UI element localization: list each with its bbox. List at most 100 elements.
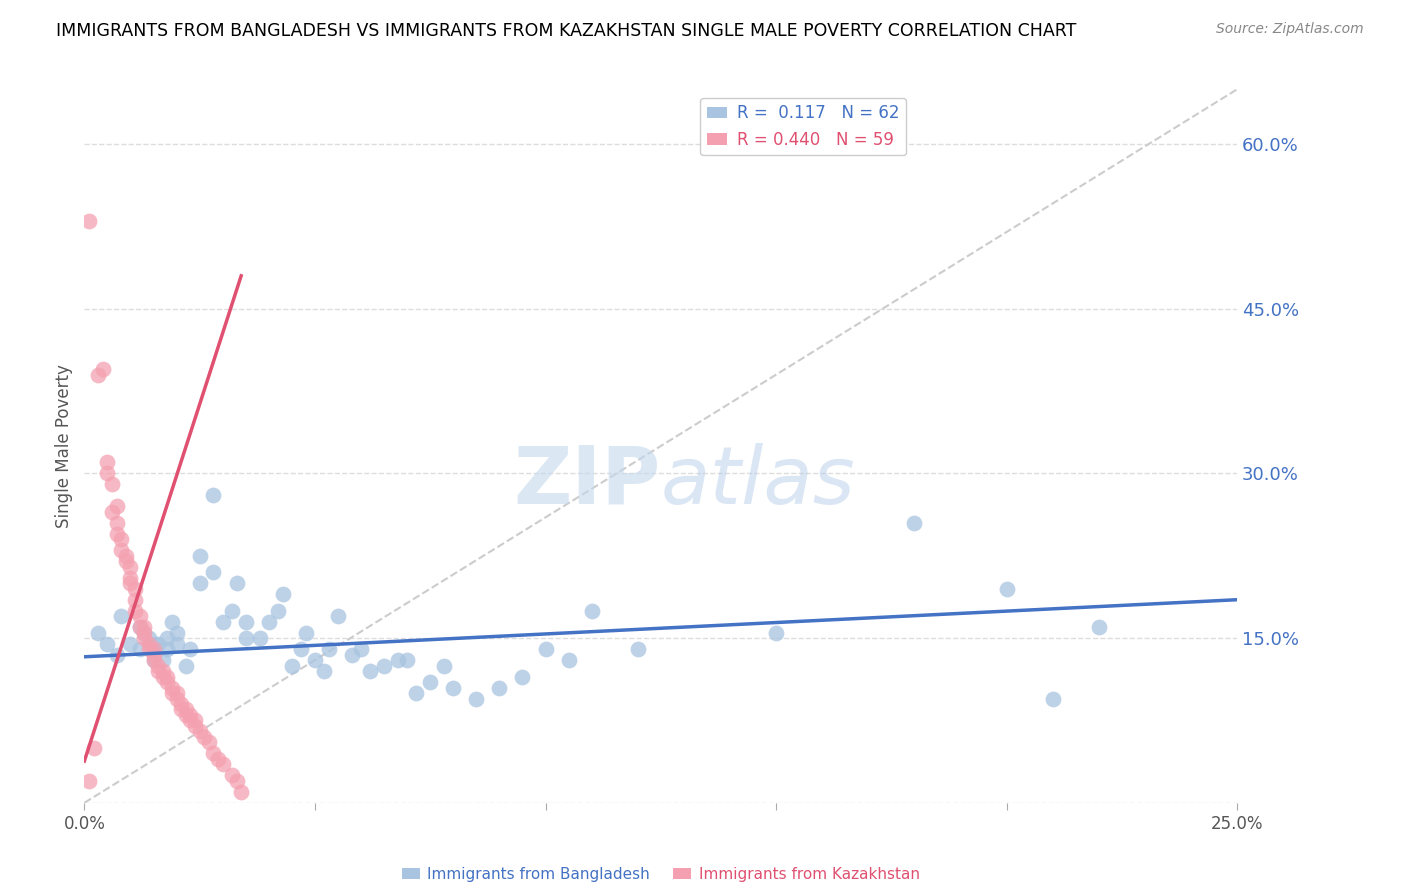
Point <box>174 708 197 723</box>
Point <box>110 543 132 558</box>
Point <box>174 702 197 716</box>
Point <box>138 642 160 657</box>
Point <box>134 625 156 640</box>
Point <box>156 631 179 645</box>
Point <box>179 708 201 723</box>
Point <box>87 368 110 382</box>
Point <box>903 516 925 530</box>
Point <box>340 648 363 662</box>
Point <box>290 642 312 657</box>
Point <box>120 559 142 574</box>
Point <box>318 642 340 657</box>
Point <box>512 669 534 683</box>
Point <box>96 455 118 469</box>
Point <box>160 615 183 629</box>
Point <box>294 625 316 640</box>
Point <box>465 691 488 706</box>
Point <box>198 735 221 749</box>
Text: IMMIGRANTS FROM BANGLADESH VS IMMIGRANTS FROM KAZAKHSTAN SINGLE MALE POVERTY COR: IMMIGRANTS FROM BANGLADESH VS IMMIGRANTS… <box>56 22 1077 40</box>
Point <box>115 554 138 568</box>
Point <box>488 681 510 695</box>
Point <box>188 576 211 591</box>
Point <box>138 631 160 645</box>
Point <box>249 631 271 645</box>
Point <box>146 637 169 651</box>
Point <box>124 582 146 596</box>
Point <box>179 714 201 728</box>
Point <box>138 637 160 651</box>
Point <box>188 549 211 563</box>
Point <box>87 625 110 640</box>
Point <box>235 631 257 645</box>
Point <box>105 516 128 530</box>
Point <box>396 653 419 667</box>
Point <box>202 488 225 502</box>
Point <box>77 773 100 788</box>
Point <box>534 642 557 657</box>
Point <box>235 615 257 629</box>
Point <box>101 477 124 491</box>
Point <box>134 631 156 645</box>
Point <box>128 609 150 624</box>
Point <box>211 615 233 629</box>
Point <box>193 730 215 744</box>
Point <box>174 658 197 673</box>
Point <box>179 642 201 657</box>
Point <box>765 625 787 640</box>
Point <box>146 658 169 673</box>
Point <box>373 658 395 673</box>
Point <box>221 768 243 782</box>
Point <box>211 757 233 772</box>
Point <box>96 637 118 651</box>
Point <box>156 642 179 657</box>
Point <box>91 362 114 376</box>
Point <box>142 653 165 667</box>
Point <box>134 620 156 634</box>
Point <box>142 637 165 651</box>
Point <box>166 691 188 706</box>
Point <box>304 653 326 667</box>
Y-axis label: Single Male Poverty: Single Male Poverty <box>55 364 73 528</box>
Point <box>120 571 142 585</box>
Point <box>271 587 294 601</box>
Point <box>142 648 165 662</box>
Point <box>405 686 427 700</box>
Point <box>128 620 150 634</box>
Point <box>419 675 441 690</box>
Point <box>257 615 280 629</box>
Point <box>115 549 138 563</box>
Point <box>267 604 290 618</box>
Point <box>557 653 579 667</box>
Point <box>184 714 207 728</box>
Point <box>120 637 142 651</box>
Point <box>96 467 118 481</box>
Point <box>128 642 150 657</box>
Point <box>314 664 336 678</box>
Point <box>110 609 132 624</box>
Point <box>105 500 128 514</box>
Point <box>326 609 349 624</box>
Point <box>120 576 142 591</box>
Point <box>166 637 188 651</box>
Text: atlas: atlas <box>661 442 856 521</box>
Point <box>359 664 381 678</box>
Point <box>152 669 174 683</box>
Point <box>1088 620 1111 634</box>
Point <box>160 681 183 695</box>
Point <box>170 697 193 711</box>
Point <box>221 604 243 618</box>
Point <box>166 686 188 700</box>
Point <box>83 740 105 755</box>
Point <box>231 785 253 799</box>
Point <box>152 653 174 667</box>
Point <box>105 526 128 541</box>
Point <box>105 648 128 662</box>
Point <box>152 664 174 678</box>
Point <box>581 604 603 618</box>
Point <box>387 653 409 667</box>
Point <box>433 658 456 673</box>
Point <box>995 582 1018 596</box>
Point <box>110 533 132 547</box>
Point <box>627 642 650 657</box>
Point <box>202 566 225 580</box>
